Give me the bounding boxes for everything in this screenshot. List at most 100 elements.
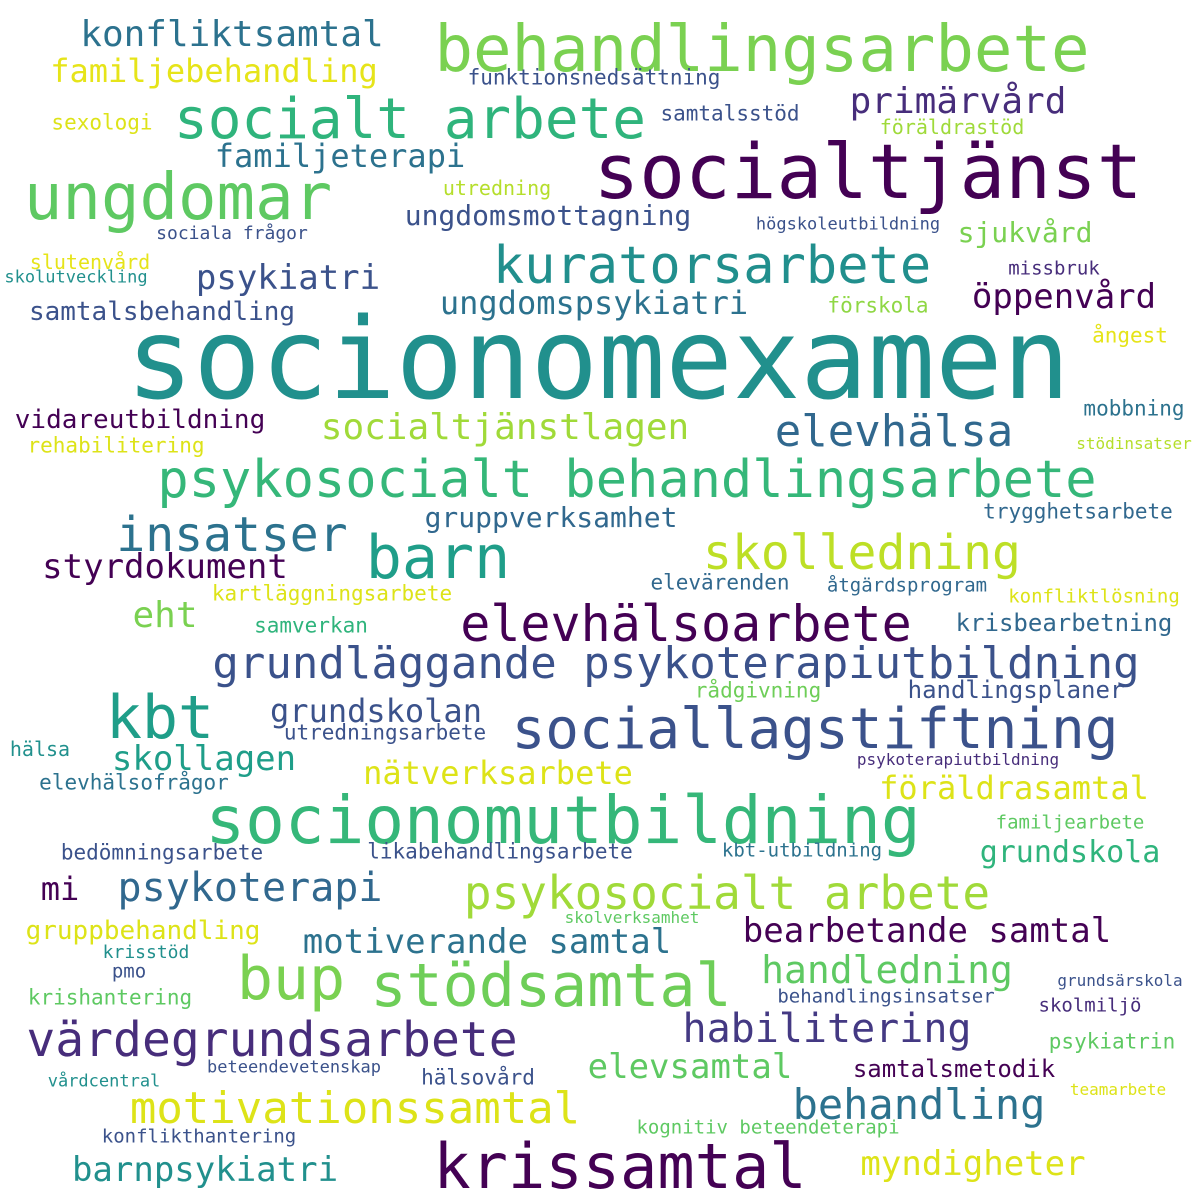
word-sjukvård: sjukvård xyxy=(957,216,1093,249)
word-psykoterapiutbildning: psykoterapiutbildning xyxy=(856,750,1060,769)
word-kognitiv-beteendeterapi: kognitiv beteendeterapi xyxy=(636,1116,900,1139)
word-psykiatrin: psykiatrin xyxy=(1048,1029,1176,1054)
word-elevärenden: elevärenden xyxy=(650,570,790,595)
word-eht: eht xyxy=(132,595,198,636)
word-föräldrasamtal: föräldrasamtal xyxy=(879,769,1149,807)
word-styrdokument: styrdokument xyxy=(42,547,288,587)
word-samtalsmetodik: samtalsmetodik xyxy=(852,1055,1056,1083)
word-sociallagstiftning: sociallagstiftning xyxy=(511,697,1119,762)
word-familjearbete: familjearbete xyxy=(995,811,1145,834)
word-behandling: behandling xyxy=(792,1080,1046,1129)
word-sexologi: sexologi xyxy=(51,110,153,135)
word-funktionsnedsättning: funktionsnedsättning xyxy=(467,65,721,90)
word-behandlingsinsatser: behandlingsinsatser xyxy=(777,985,995,1008)
word-åtgärdsprogram: åtgärdsprogram xyxy=(826,574,988,597)
word-vidareutbildning: vidareutbildning xyxy=(14,405,266,435)
word-krisstöd: krisstöd xyxy=(102,942,190,963)
word-bedömningsarbete: bedömningsarbete xyxy=(60,840,264,865)
word-skolverksamhet: skolverksamhet xyxy=(564,908,700,927)
word-psykoterapi: psykoterapi xyxy=(117,865,383,911)
word-likabehandlingsarbete: likabehandlingsarbete xyxy=(367,839,633,864)
word-barnpsykiatri: barnpsykiatri xyxy=(71,1150,339,1190)
word-motiverande-samtal: motiverande samtal xyxy=(302,922,672,962)
word-konflikthantering: konflikthantering xyxy=(101,1125,297,1148)
word-teamarbete: teamarbete xyxy=(1069,1080,1167,1099)
word-förskola: förskola xyxy=(827,293,929,318)
word-ångest: ångest xyxy=(1092,323,1168,348)
word-stödinsatser: stödinsatser xyxy=(1076,434,1192,453)
word-bup: bup xyxy=(236,944,346,1014)
word-högskoleutbildning: högskoleutbildning xyxy=(755,214,941,235)
word-krissamtal: krissamtal xyxy=(433,1130,807,1200)
word-insatser: insatser xyxy=(116,507,348,563)
word-nätverksarbete: nätverksarbete xyxy=(363,754,633,792)
word-utredning: utredning xyxy=(442,176,552,200)
word-konfliktlösning: konfliktlösning xyxy=(1008,585,1180,608)
word-psykiatri: psykiatri xyxy=(195,258,381,298)
word-grundläggande-psykoterapiutbildning: grundläggande psykoterapiutbildning xyxy=(212,638,1140,689)
word-krishantering: krishantering xyxy=(27,985,193,1010)
word-stödsamtal: stödsamtal xyxy=(370,951,732,1021)
word-barn: barn xyxy=(365,523,511,593)
word-behandlingsarbete: behandlingsarbete xyxy=(434,13,1090,87)
word-kbt-utbildning: kbt-utbildning xyxy=(721,839,883,862)
word-elevsamtal: elevsamtal xyxy=(587,1047,793,1087)
word-socionomutbildning: socionomutbildning xyxy=(205,782,921,859)
word-familjeterapi: familjeterapi xyxy=(214,137,466,175)
word-samverkan: samverkan xyxy=(254,613,368,638)
word-sociala-frågor: sociala frågor xyxy=(156,223,308,244)
word-grundskola: grundskola xyxy=(979,835,1161,870)
word-mi: mi xyxy=(40,870,80,908)
word-öppenvård: öppenvård xyxy=(971,277,1157,317)
word-mobbning: mobbning xyxy=(1083,396,1185,421)
word-rehabilitering: rehabilitering xyxy=(27,433,205,458)
word-habilitering: habilitering xyxy=(682,1006,972,1052)
word-samtalsbehandling: samtalsbehandling xyxy=(28,297,296,327)
word-skolledning: skolledning xyxy=(703,525,1021,581)
word-grundsärskola: grundsärskola xyxy=(1057,971,1183,990)
word-psykosocialt-arbete: psykosocialt arbete xyxy=(463,866,991,920)
word-handledning: handledning xyxy=(761,948,1013,992)
word-ungdomsmottagning: ungdomsmottagning xyxy=(404,199,692,232)
word-konfliktsamtal: konfliktsamtal xyxy=(80,14,384,55)
word-skolutveckling: skolutveckling xyxy=(4,267,148,288)
word-primärvård: primärvård xyxy=(849,81,1067,122)
word-elevhälsa: elevhälsa xyxy=(774,406,1014,457)
word-motivationssamtal: motivationssamtal xyxy=(129,1083,581,1134)
word-ungdomar: ungdomar xyxy=(23,161,333,235)
word-vårdcentral: vårdcentral xyxy=(47,1071,161,1092)
word-krisbearbetning: krisbearbetning xyxy=(955,609,1173,637)
word-samtalsstöd: samtalsstöd xyxy=(660,101,800,126)
word-gruppverksamhet: gruppverksamhet xyxy=(424,501,678,534)
word-socionomexamen: socionomexamen xyxy=(125,295,1071,425)
word-gruppbehandling: gruppbehandling xyxy=(25,916,261,946)
word-socialt-arbete: socialt arbete xyxy=(173,87,647,152)
word-elevhälsofrågor: elevhälsofrågor xyxy=(39,770,229,795)
word-föräldrastöd: föräldrastöd xyxy=(879,115,1025,139)
word-skollagen: skollagen xyxy=(111,739,297,779)
word-elevhälsoarbete: elevhälsoarbete xyxy=(460,595,912,653)
word-grundskolan: grundskolan xyxy=(270,692,482,730)
word-psykosocialt-behandlingsarbete: psykosocialt behandlingsarbete xyxy=(157,450,1097,510)
word-socialtjänstlagen: socialtjänstlagen xyxy=(320,407,690,448)
word-hälsa: hälsa xyxy=(9,737,71,761)
word-missbruk: missbruk xyxy=(1008,257,1100,280)
word-skolmiljö: skolmiljö xyxy=(1038,994,1142,1017)
word-hälsovård: hälsovård xyxy=(421,1065,535,1090)
word-familjebehandling: familjebehandling xyxy=(50,52,378,90)
word-socialtjänst: socialtjänst xyxy=(593,127,1143,216)
word-trygghetsarbete: trygghetsarbete xyxy=(983,499,1173,524)
word-värdegrundsarbete: värdegrundsarbete xyxy=(26,1012,518,1068)
word-bearbetande-samtal: bearbetande samtal xyxy=(742,911,1112,951)
word-beteendevetenskap: beteendevetenskap xyxy=(207,1057,381,1078)
word-kbt: kbt xyxy=(105,683,215,753)
word-pmo: pmo xyxy=(111,960,147,983)
word-kuratorsarbete: kuratorsarbete xyxy=(492,236,932,296)
word-rådgivning: rådgivning xyxy=(694,678,822,703)
word-myndigheter: myndigheter xyxy=(860,1144,1086,1184)
word-slutenvård: slutenvård xyxy=(29,250,151,274)
word-ungdomspsykiatri: ungdomspsykiatri xyxy=(439,284,749,322)
word-utredningsarbete: utredningsarbete xyxy=(283,720,487,745)
word-kartläggningsarbete: kartläggningsarbete xyxy=(211,581,453,606)
